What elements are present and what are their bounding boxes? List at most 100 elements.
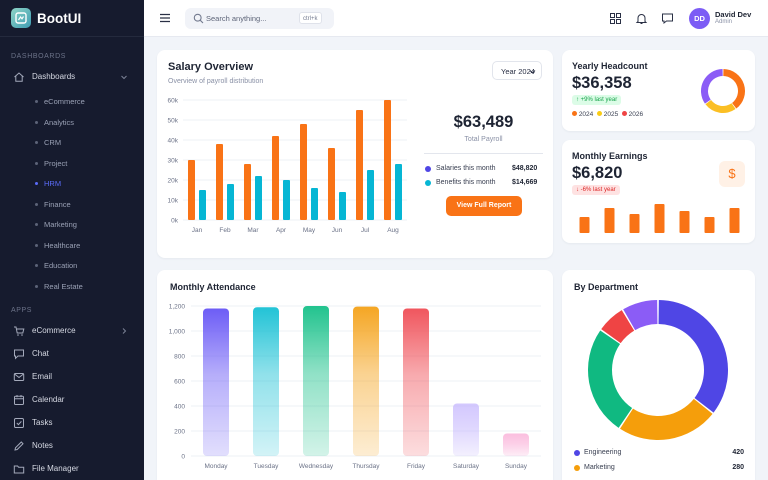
user-role: Admin [715,19,733,25]
topbar: Search anything... ctrl+k DD David Dev A… [144,0,768,37]
bar-benefits [311,188,318,220]
sidebar-item-label: Chat [32,349,49,358]
user-name: David Dev [715,10,752,19]
home-icon [14,72,24,82]
y-tick-label: 0k [171,218,179,225]
sidebar-subitem-finance[interactable]: Finance [0,197,144,211]
legend-value: $48,820 [512,165,538,172]
salary-chart: 0k 10k 20k 30k 40k 50k 60k Jan Feb Mar Apr May Jun Ju… [168,98,407,234]
x-tick-label: Feb [219,227,231,234]
sidebar-item-email[interactable]: Email [0,368,144,386]
sidebar-subitem-hrm[interactable]: HRM [0,176,144,190]
arrow-up-icon: ↑ [576,97,579,103]
x-tick-label: Jan [192,227,203,234]
menu-toggle-button[interactable] [158,11,172,25]
y-tick-label: 200 [174,429,185,436]
y-tick-label: 30k [168,158,179,165]
bar-benefits [283,180,290,220]
y-tick-label: 800 [174,354,185,361]
avatar[interactable]: DD [689,8,710,29]
checkbox-icon [14,418,24,428]
earnings-bar [604,208,615,233]
sidebar-subitem-label: Finance [44,200,71,209]
sidebar-subitem-analytics[interactable]: Analytics [0,115,144,129]
bar-salaries [328,148,335,220]
folder-icon [13,465,25,474]
sidebar-subitem-healthcare[interactable]: Healthcare [0,238,144,252]
brand[interactable]: BootUI [0,0,144,37]
sidebar-item-ecommerce[interactable]: eCommerce [0,322,144,340]
messages-button[interactable] [661,12,674,25]
headcount-value: $36,358 [572,74,632,92]
sidebar-subitem-label: eCommerce [44,97,85,106]
earnings-bar [629,214,640,233]
search-input[interactable]: Search anything... [206,14,267,23]
y-tick-label: 1,200 [169,304,186,311]
legend-value: 280 [732,464,744,471]
bar-benefits [339,192,346,220]
sidebar: BootUI DASHBOARDS Dashboards eCommerce A… [0,0,144,480]
department-legend-item: Marketing 280 [574,463,744,473]
sidebar-item-dashboards[interactable]: Dashboards [0,68,144,86]
x-tick-label: Jul [361,227,370,234]
department-slice [623,300,658,331]
notifications-button[interactable] [635,12,648,25]
attendance-bar [303,306,329,456]
search-bar[interactable]: Search anything... ctrl+k [185,8,334,29]
growth-badge: ↑ +9% last year [572,95,622,105]
chevron-down-icon [121,75,127,80]
arrow-down-icon: ↓ [576,187,579,193]
growth-badge-text: +9% last year [580,97,618,103]
department-donut-chart [588,300,728,440]
department-slice [588,330,633,428]
sidebar-subitem-project[interactable]: Project [0,156,144,170]
x-tick-label: Aug [387,227,399,234]
legend-value: 420 [732,449,744,456]
x-tick-label: Jun [332,227,343,234]
dollar-icon: $ [719,161,745,187]
bell-icon [635,14,648,24]
bar-salaries [188,160,195,220]
sidebar-subitem-ecommerce[interactable]: eCommerce [0,94,144,108]
monthly-attendance-card: Monthly Attendance 0 200 400 600 800 1,000 1,2… [157,270,553,480]
headcount-legend: 2024 2025 2026 [572,111,643,118]
sidebar-item-notes[interactable]: Notes [0,437,144,455]
legend-dot [425,166,431,172]
sidebar-subitem-label: Marketing [44,220,77,229]
by-department-card: By Department Engineering 420 Marketing … [562,270,755,480]
sidebar-item-tasks[interactable]: Tasks [0,414,144,432]
sidebar-subitem-label: CRM [44,138,62,147]
cart-icon [14,326,25,336]
grid-icon [610,13,621,24]
sidebar-subitem-marketing[interactable]: Marketing [0,217,144,231]
y-tick-label: 600 [174,379,185,386]
y-tick-label: 10k [168,198,179,205]
view-full-report-button[interactable]: View Full Report [446,196,522,216]
sidebar-item-label: eCommerce [32,326,76,335]
card-title: Yearly Headcount [572,61,648,71]
sidebar-subitem-education[interactable]: Education [0,258,144,272]
apps-button[interactable] [609,12,622,25]
legend-salaries: Salaries this month $48,820 [425,164,545,174]
year-select[interactable]: Year 2024 [492,61,542,80]
bullet-icon [35,285,38,288]
department-slice [658,300,728,413]
legend-dot [621,111,627,116]
sidebar-subitem-label: Project [44,159,68,168]
legend-dot [574,450,580,456]
hamburger-icon [160,13,170,23]
sidebar-item-chat[interactable]: Chat [0,345,144,363]
sidebar-item-calendar[interactable]: Calendar [0,391,144,409]
sidebar-subitem-label: HRM [44,179,62,188]
earnings-bar [704,217,715,233]
message-icon [662,13,673,25]
x-tick-label: Friday [407,463,426,470]
y-tick-label: 50k [168,118,179,125]
card-title: Monthly Attendance [170,282,256,292]
sidebar-item-file-manager[interactable]: File Manager [0,460,144,478]
sidebar-subitem-crm[interactable]: CRM [0,135,144,149]
legend-label: Marketing [584,464,615,471]
legend-value: $14,669 [512,179,538,186]
sidebar-subitem-real-estate[interactable]: Real Estate [0,279,144,293]
sidebar-item-label: Tasks [32,418,53,427]
